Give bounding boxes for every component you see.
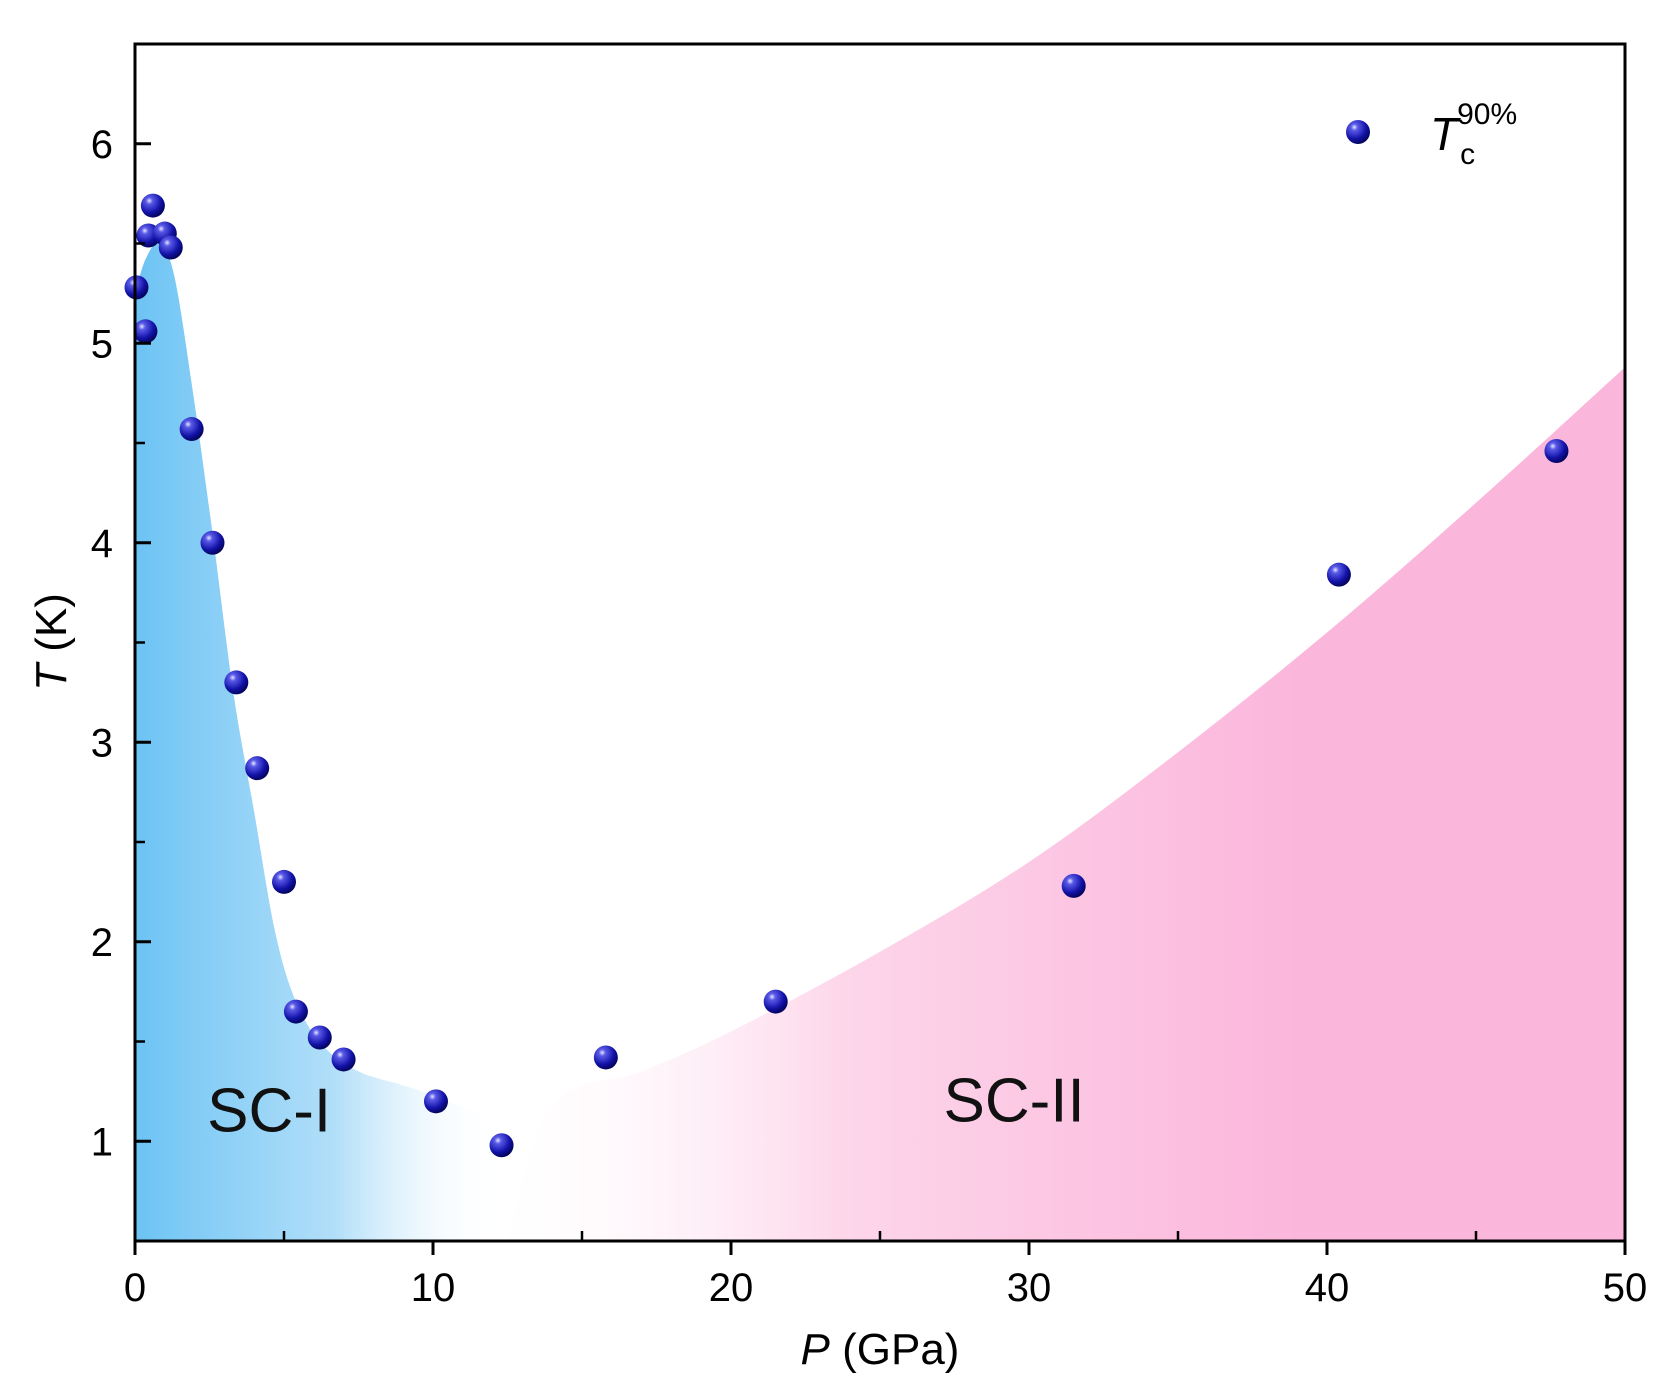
y-tick-label: 6 [91, 123, 113, 167]
sc-i-label: SC-I [207, 1076, 331, 1145]
y-axis-title: T (K) [27, 593, 76, 691]
data-point [272, 869, 296, 894]
data-point [140, 193, 165, 218]
y-tick-label: 3 [91, 721, 113, 765]
legend-label: Tc 90% [1430, 98, 1517, 171]
x-tick-label: 30 [1007, 1266, 1052, 1310]
data-point [283, 999, 308, 1024]
x-axis-title: P (GPa) [801, 1325, 960, 1374]
data-point [133, 319, 158, 344]
x-tick-label: 20 [709, 1266, 754, 1310]
y-axis: 1 2 3 4 5 6 [91, 123, 151, 1164]
x-tick-label: 0 [124, 1266, 146, 1310]
data-point [489, 1133, 514, 1158]
data-point [1544, 438, 1569, 463]
legend-subscript: c [1460, 138, 1475, 171]
data-point [307, 1025, 332, 1050]
plot-area: SC-I SC-II [124, 42, 1627, 1243]
y-tick-label: 5 [91, 322, 113, 366]
data-points [124, 193, 1569, 1158]
data-point [1326, 562, 1351, 587]
x-tick-label: 10 [411, 1266, 456, 1310]
sc-ii-region [507, 367, 1625, 1241]
legend-symbol: T [1430, 108, 1461, 160]
y-tick-label: 2 [91, 921, 113, 965]
sc-ii-label: SC-II [943, 1066, 1084, 1135]
data-point [245, 756, 270, 781]
data-point [200, 530, 225, 555]
x-axis: 0 10 20 30 40 50 [124, 1231, 1647, 1310]
data-point [763, 989, 788, 1014]
x-tick-label: 40 [1305, 1266, 1350, 1310]
data-point [593, 1045, 618, 1070]
y-tick-label: 1 [91, 1120, 113, 1164]
legend: Tc 90% [1346, 98, 1517, 171]
legend-superscript: 90% [1457, 98, 1517, 131]
y-tick-label: 4 [91, 522, 113, 566]
data-point [158, 235, 183, 260]
x-tick-label: 50 [1603, 1266, 1648, 1310]
legend-marker [1346, 120, 1370, 144]
data-point [179, 417, 204, 442]
x-axis-variable: P [801, 1325, 831, 1374]
x-axis-unit: (GPa) [830, 1325, 960, 1374]
y-axis-variable: T [27, 661, 76, 691]
data-point [1061, 873, 1086, 898]
y-axis-unit: (K) [27, 593, 76, 664]
sc-i-region [135, 243, 523, 1241]
data-point [331, 1047, 356, 1072]
data-point [224, 670, 249, 695]
data-point [423, 1089, 448, 1114]
